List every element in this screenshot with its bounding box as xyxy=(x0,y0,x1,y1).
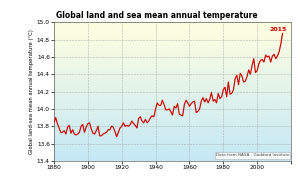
Y-axis label: Global land-sea mean annual temperature (°C): Global land-sea mean annual temperature … xyxy=(29,29,34,154)
Text: Global land and sea mean annual temperature: Global land and sea mean annual temperat… xyxy=(56,11,258,20)
Text: Data from NASA - Goddard Institute: Data from NASA - Goddard Institute xyxy=(216,154,289,157)
Text: 2015: 2015 xyxy=(270,27,287,32)
